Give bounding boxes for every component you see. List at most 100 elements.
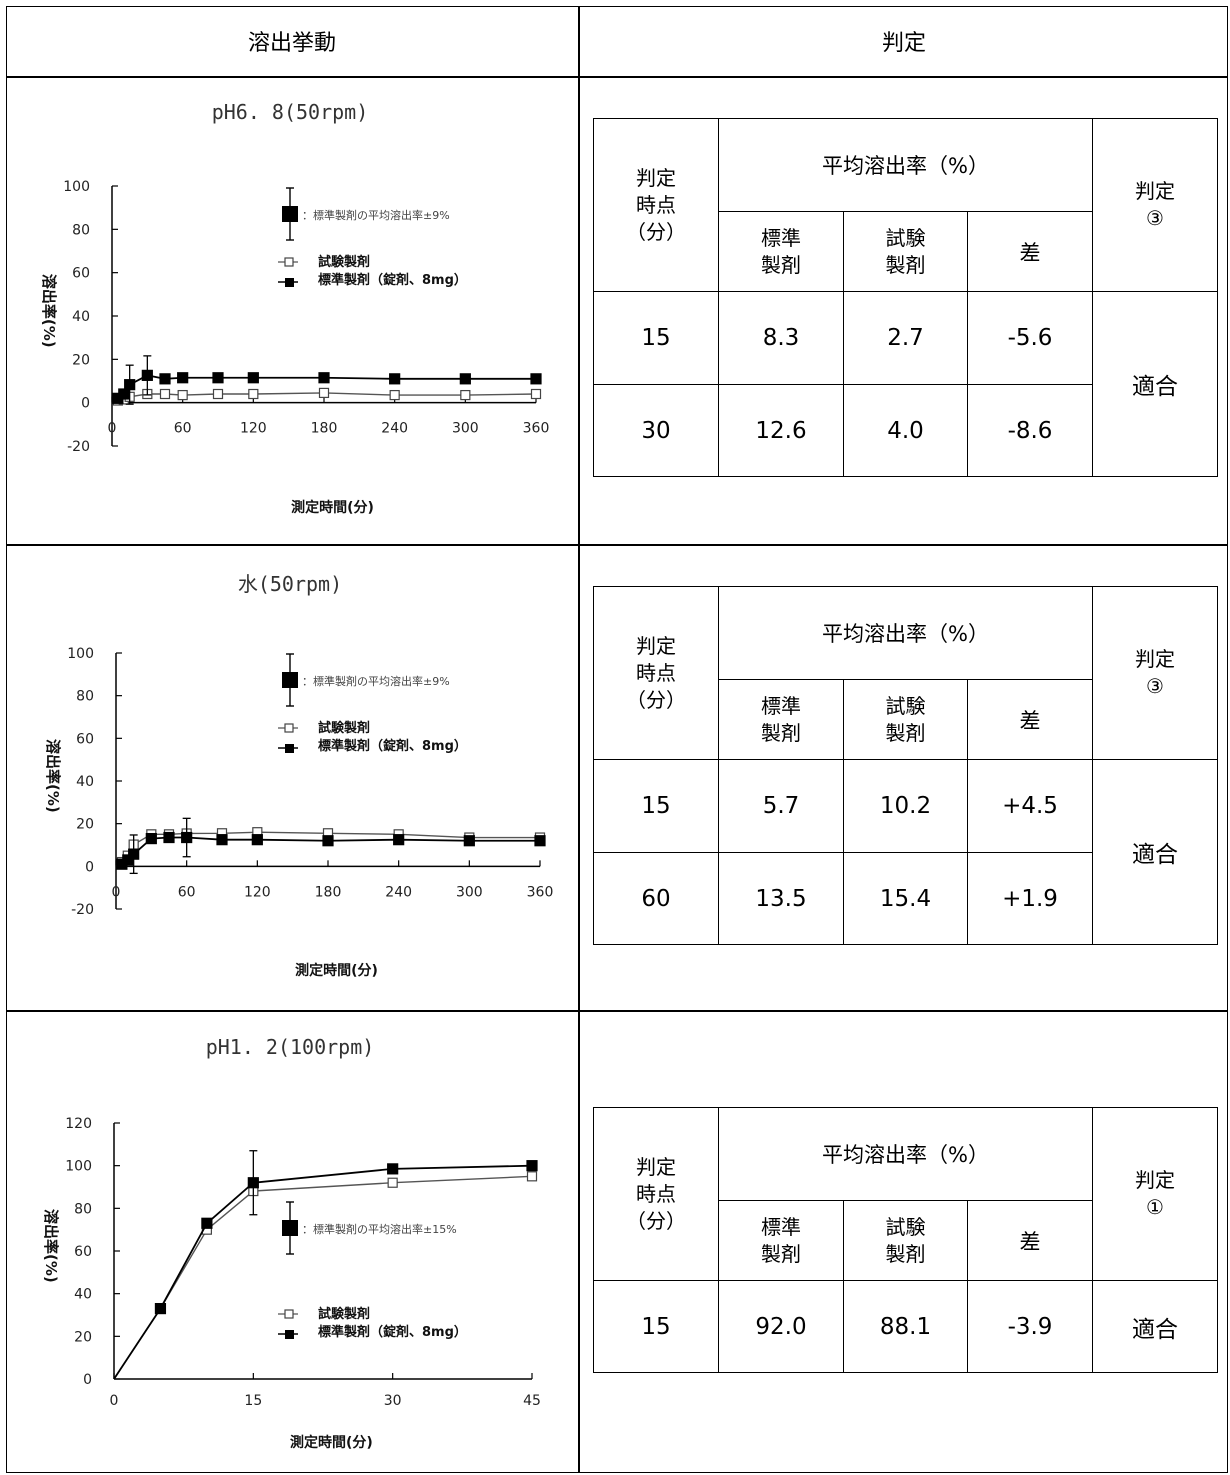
legend-sd-label: ：標準製剤の平均溶出率±9% [302, 674, 450, 688]
standard-data-point [526, 1160, 538, 1172]
y-tick-label: 0 [83, 1372, 92, 1388]
legend-standard-label: 標準製剤（錠剤、8mg） [318, 272, 467, 288]
test-data-point [526, 1171, 538, 1182]
x-axis-label: 測定時間(分) [291, 499, 374, 516]
x-tick-label: 180 [315, 884, 342, 900]
standard-data-point [216, 834, 228, 846]
legend-test-label: 試験製剤 [318, 1306, 370, 1322]
header-divider [6, 76, 1228, 78]
legend-test-label: 試験製剤 [318, 254, 370, 270]
test-label: 試験 製剤 [885, 693, 926, 745]
col-header-difference: 差 [966, 679, 1094, 760]
column-divider [578, 6, 580, 1473]
cell-time: 15 [593, 1280, 719, 1373]
judgement-label: 判定 ③ [1135, 647, 1176, 698]
legend-sd-label: ：標準製剤の平均溶出率±9% [302, 208, 450, 222]
test-data-point [318, 387, 330, 399]
test-label: 試験 製剤 [885, 225, 926, 277]
col-header-judgement: 判定 ③ [1092, 586, 1219, 760]
standard-data-point [318, 372, 330, 384]
cell-standard: 8.3 [718, 291, 844, 385]
x-tick-label: 60 [178, 884, 196, 900]
standard-data-point [118, 388, 130, 400]
legend-standard-marker [285, 278, 294, 287]
legend-sd-marker [282, 672, 298, 688]
y-axis-label: 溶出率(%) [42, 1209, 60, 1283]
standard-data-point [159, 373, 171, 385]
cell-difference: +4.5 [966, 759, 1094, 853]
y-tick-label: -20 [67, 439, 90, 455]
x-axis-label: 測定時間(分) [290, 1434, 373, 1451]
col-header-time-point: 判定 時点 （分） [593, 586, 719, 760]
x-tick-label: 360 [527, 884, 554, 900]
legend-test-marker [284, 723, 294, 733]
y-tick-label: 100 [65, 1159, 92, 1175]
cell-standard: 5.7 [718, 759, 844, 853]
cell-difference: -3.9 [966, 1280, 1094, 1373]
y-tick-label: 100 [67, 646, 94, 662]
standard-data-point [145, 832, 157, 845]
col-header-average-dissolution: 平均溶出率（%） [717, 118, 1094, 212]
test-data-point [159, 388, 171, 400]
standard-data-point [534, 835, 546, 847]
standard-data-point [247, 1177, 259, 1189]
cell-test: 10.2 [843, 759, 968, 853]
standard-data-point [124, 379, 136, 391]
cell-result: 適合 [1092, 759, 1219, 945]
x-tick-label: 240 [381, 421, 408, 437]
standard-data-point [393, 834, 405, 846]
cell-standard: 12.6 [718, 384, 844, 477]
time-point-label: 判定 時点 （分） [626, 1154, 686, 1233]
judgement-label: 判定 ① [1135, 1168, 1176, 1219]
col-header-standard: 標準 製剤 [718, 1200, 844, 1281]
standard-data-point [251, 834, 263, 846]
y-tick-label: 80 [72, 222, 90, 238]
x-tick-label: 30 [384, 1393, 402, 1409]
standard-label: 標準 製剤 [761, 693, 801, 745]
test-data-point [387, 1177, 398, 1188]
standard-data-point [387, 1163, 399, 1175]
legend-test-marker [284, 257, 294, 267]
legend-standard-label: 標準製剤（錠剤、8mg） [318, 1324, 467, 1340]
standard-data-point [212, 372, 224, 384]
standard-label: 標準 製剤 [761, 1214, 801, 1266]
y-tick-label: 20 [74, 1329, 92, 1345]
legend-test-marker [284, 1309, 294, 1319]
y-tick-label: 40 [76, 774, 94, 790]
cell-test: 4.0 [843, 384, 968, 477]
y-tick-label: 80 [74, 1201, 92, 1217]
chart-title: 水(50rpm) [237, 572, 343, 596]
cell-difference: -8.6 [966, 384, 1094, 477]
judgement-table: 判定 時点 （分） 平均溶出率（%） 判定 ③ 標準 製剤 試験 製剤 差 15… [593, 586, 1219, 945]
test-data-point [177, 389, 188, 401]
standard-data-point [459, 373, 471, 385]
cell-test: 88.1 [843, 1280, 968, 1373]
y-tick-label: 60 [72, 266, 90, 282]
legend-standard-marker [285, 744, 294, 753]
judgement-table: 判定 時点 （分） 平均溶出率（%） 判定 ③ 標準 製剤 試験 製剤 差 15… [593, 118, 1219, 477]
col-header-average-dissolution: 平均溶出率（%） [717, 1107, 1094, 1201]
cell-standard: 13.5 [718, 852, 844, 945]
col-header-time-point: 判定 時点 （分） [593, 1107, 719, 1281]
x-tick-label: 15 [244, 1393, 262, 1409]
standard-data-point [201, 1217, 213, 1229]
cell-result: 適合 [1092, 1280, 1219, 1373]
cell-time: 15 [593, 291, 719, 385]
x-tick-label: 240 [385, 884, 412, 900]
chart-title: pH1. 2(100rpm) [205, 1035, 375, 1059]
standard-data-point [530, 373, 542, 385]
x-axis-label: 測定時間(分) [295, 962, 378, 979]
header-dissolution-behavior: 溶出挙動 [247, 31, 336, 56]
standard-data-point [154, 1302, 167, 1315]
time-point-label: 判定 時点 （分） [626, 165, 686, 244]
col-header-judgement: 判定 ③ [1092, 118, 1219, 292]
standard-data-point [322, 835, 334, 847]
y-tick-label: 20 [76, 817, 94, 833]
time-point-label: 判定 時点 （分） [626, 633, 686, 712]
standard-label: 標準 製剤 [761, 225, 801, 277]
standard-data-point [141, 369, 153, 381]
cell-time: 60 [593, 852, 719, 945]
x-tick-label: 300 [452, 421, 479, 437]
